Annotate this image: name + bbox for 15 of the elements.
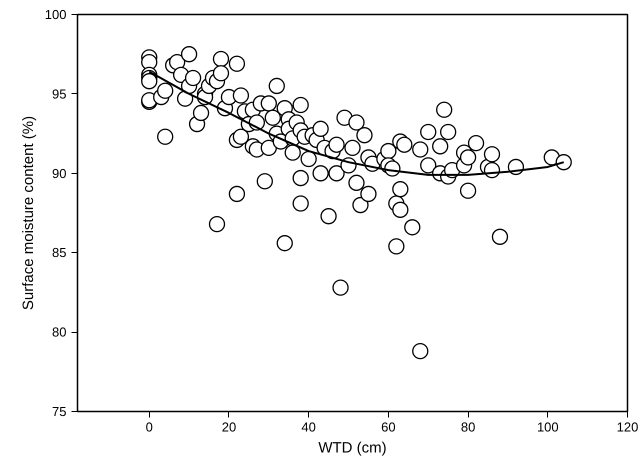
y-axis-title: Surface moisture content (%)	[20, 116, 37, 310]
x-tick-label: 0	[146, 420, 153, 434]
x-tick-label: 80	[460, 420, 476, 434]
y-tick-label: 100	[44, 7, 67, 22]
x-tick-label: 100	[536, 420, 559, 434]
x-tick-label: 60	[381, 420, 396, 434]
y-tick-label: 85	[52, 245, 67, 260]
x-axis-title: WTD (cm)	[318, 440, 387, 456]
x-tick-label: 20	[222, 420, 236, 434]
x-tick-label: 40	[301, 420, 316, 434]
y-tick-label: 75	[52, 404, 67, 419]
x-tick-label: 120	[616, 420, 638, 434]
y-tick-label: 95	[52, 86, 67, 102]
y-tick-label: 80	[52, 324, 67, 340]
y-tick-label: 90	[52, 166, 67, 181]
